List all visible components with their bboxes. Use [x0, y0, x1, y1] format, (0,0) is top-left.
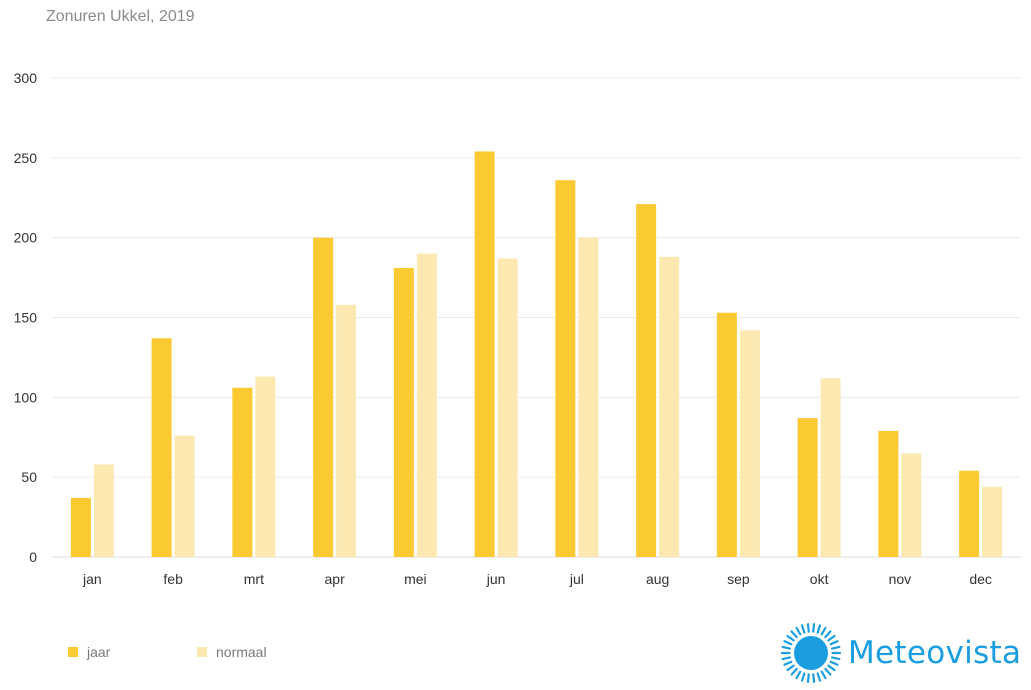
x-tick-label: nov [889, 571, 912, 587]
gridlines [52, 77, 1021, 558]
y-tick-label: 50 [21, 469, 37, 485]
legend-swatch-normaal [197, 647, 207, 657]
bar-jaar-dec[interactable] [959, 470, 980, 557]
x-tick-label: mei [404, 571, 427, 587]
bar-normaal-nov[interactable] [901, 453, 922, 557]
bar-jaar-apr[interactable] [313, 237, 334, 557]
bar-normaal-mrt[interactable] [255, 376, 276, 557]
x-tick-label: jun [486, 571, 506, 587]
bar-normaal-sep[interactable] [739, 330, 760, 557]
x-axis-ticks: jan feb mrt apr mei jun jul aug sep okt nov dec [82, 571, 992, 587]
sun-logo-icon [780, 623, 842, 683]
y-tick-label: 250 [14, 150, 38, 166]
legend-swatch-jaar [68, 647, 78, 657]
bar-jaar-sep[interactable] [716, 312, 737, 557]
brand-logo: Meteovista [780, 623, 1022, 683]
bar-jaar-mrt[interactable] [232, 387, 253, 557]
bar-jaar-okt[interactable] [797, 418, 818, 557]
bar-jaar-jun[interactable] [474, 151, 495, 558]
x-tick-label: mrt [244, 571, 264, 587]
y-tick-label: 100 [14, 389, 38, 405]
bar-jaar-nov[interactable] [878, 430, 899, 557]
x-tick-label: jan [82, 571, 102, 587]
y-tick-label: 300 [14, 70, 38, 86]
x-tick-label: jul [569, 571, 584, 587]
bar-normaal-jul[interactable] [578, 237, 599, 557]
x-tick-label: feb [163, 571, 183, 587]
bar-normaal-apr[interactable] [336, 304, 357, 557]
x-tick-label: aug [646, 571, 669, 587]
y-tick-label: 0 [29, 549, 37, 565]
bar-normaal-feb[interactable] [174, 435, 195, 557]
y-tick-label: 150 [14, 310, 38, 326]
x-tick-label: apr [325, 571, 346, 587]
x-tick-label: dec [969, 571, 992, 587]
bar-normaal-jan[interactable] [93, 464, 114, 557]
bars [70, 151, 1003, 558]
legend-item-normaal[interactable]: normaal [197, 644, 267, 660]
bar-jaar-mei[interactable] [393, 268, 414, 557]
chart-title: Zonuren Ukkel, 2019 [46, 8, 195, 25]
y-axis-ticks: 0 50 100 150 200 250 300 [14, 70, 38, 565]
bar-normaal-aug[interactable] [659, 256, 680, 557]
brand-name: Meteovista [848, 635, 1022, 671]
bar-normaal-mei[interactable] [416, 253, 437, 557]
bar-jaar-jan[interactable] [70, 497, 91, 557]
x-tick-label: sep [727, 571, 750, 587]
y-tick-label: 200 [14, 230, 38, 246]
bar-normaal-dec[interactable] [982, 486, 1003, 557]
legend-item-jaar[interactable]: jaar [68, 644, 110, 660]
legend-label-normaal: normaal [216, 644, 267, 660]
bar-jaar-aug[interactable] [636, 204, 657, 558]
x-tick-label: okt [810, 571, 829, 587]
legend-label-jaar: jaar [87, 644, 111, 660]
bar-normaal-jun[interactable] [497, 258, 518, 557]
bar-jaar-feb[interactable] [151, 338, 172, 557]
bar-normaal-okt[interactable] [820, 378, 841, 557]
bar-jaar-jul[interactable] [555, 180, 576, 558]
